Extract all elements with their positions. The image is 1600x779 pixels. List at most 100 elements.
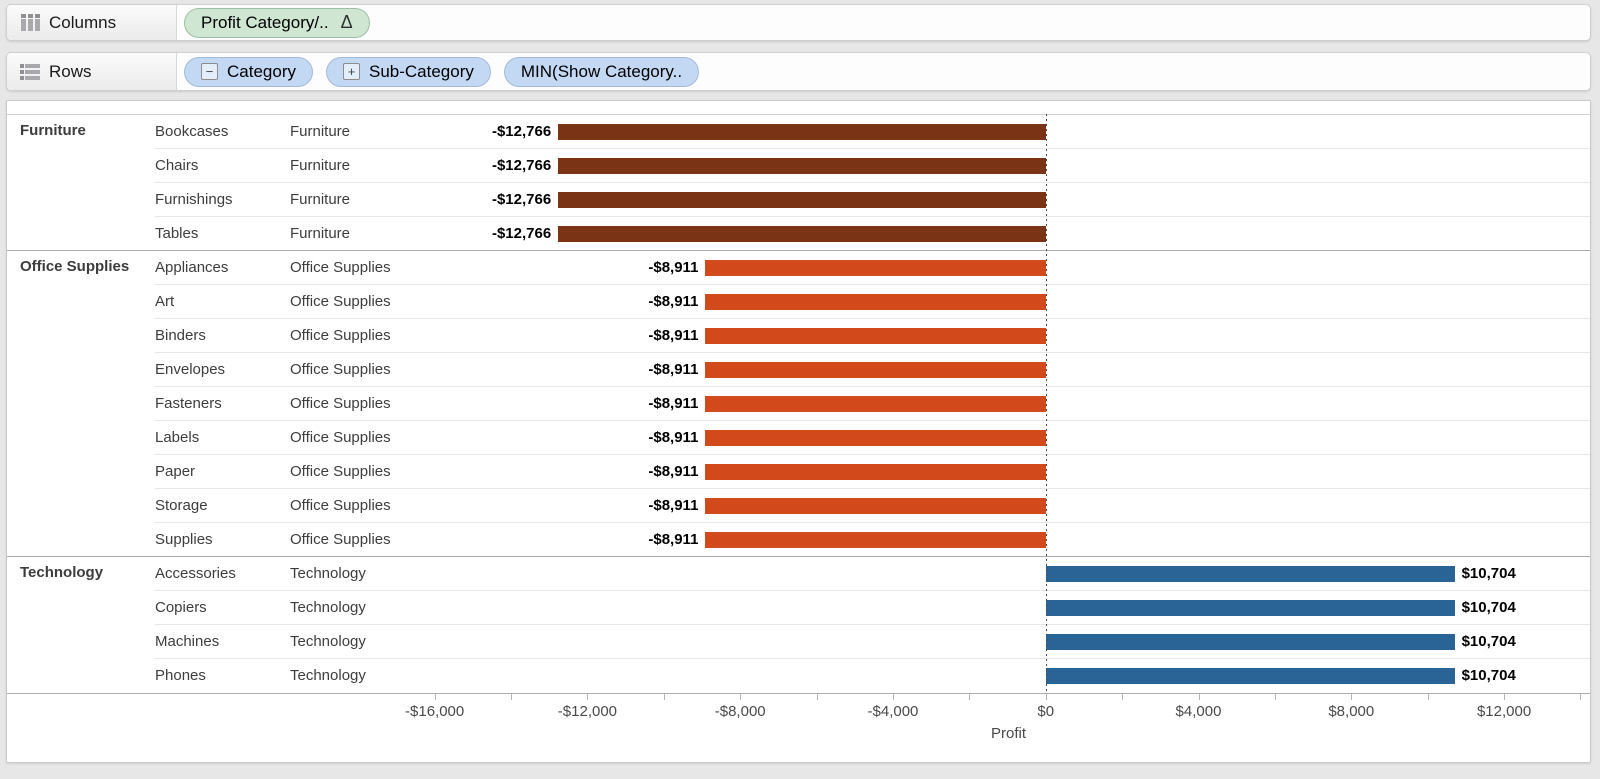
subcategory-label[interactable]: Storage (155, 489, 290, 523)
category-label[interactable]: Technology (290, 667, 366, 684)
profit-bar[interactable] (705, 532, 1046, 548)
value-label: -$8,911 (648, 395, 699, 412)
subcategory-label[interactable]: Paper (155, 455, 290, 489)
columns-shelf: Columns Profit Category/.. Δ (6, 4, 1591, 41)
subcategory-label[interactable]: Binders (155, 319, 290, 353)
category-header (7, 319, 155, 353)
pill-sub-category[interactable]: + Sub-Category (325, 56, 491, 87)
category-label[interactable]: Office Supplies (290, 421, 427, 455)
subcategory-label[interactable]: Bookcases (155, 115, 290, 149)
profit-bar[interactable] (705, 328, 1046, 344)
subcategory-label[interactable]: Fasteners (155, 387, 290, 421)
rows-shelf: Rows − Category + Sub-Category MIN(Show Cate… (6, 52, 1591, 91)
pill-profit-category[interactable]: Profit Category/.. Δ (184, 7, 370, 38)
columns-icon (20, 13, 40, 32)
table-row: Technology Accessories Technology $10,704 (7, 557, 1590, 591)
value-label: -$8,911 (648, 361, 699, 378)
category-header (7, 285, 155, 319)
bar-cell: -$8,911 (427, 489, 1590, 523)
axis-tick-label: $12,000 (1476, 703, 1532, 720)
bar-cell: $10,704 (427, 557, 1590, 591)
profit-bar[interactable] (1045, 566, 1455, 582)
pill-label: Sub-Category (368, 61, 474, 81)
subcategory-label[interactable]: Accessories (155, 557, 290, 591)
category-label[interactable]: Office Supplies (290, 489, 427, 523)
value-label: -$12,766 (491, 225, 552, 242)
axis-tick (587, 694, 589, 700)
category-label[interactable]: Office Supplies (290, 353, 427, 387)
profit-bar[interactable] (705, 464, 1046, 480)
profit-bar[interactable] (558, 158, 1046, 174)
bar-cell: -$8,911 (427, 523, 1590, 557)
delta-icon: Δ (340, 12, 353, 32)
subcategory-label[interactable]: Machines (155, 625, 290, 659)
axis-tick (892, 694, 894, 700)
category-label[interactable]: Furniture (290, 149, 427, 183)
pill-category[interactable]: − Category (184, 56, 313, 87)
axis-tick (969, 694, 971, 700)
pill-min-show-category[interactable]: MIN(Show Category.. (503, 56, 700, 87)
profit-bar[interactable] (705, 294, 1046, 310)
subcategory-label[interactable]: Labels (155, 421, 290, 455)
subcategory-label[interactable]: Art (155, 285, 290, 319)
rows-shelf-title: Rows (49, 61, 92, 81)
category-header (7, 625, 155, 659)
bar-cell: -$8,911 (427, 353, 1590, 387)
category-label[interactable]: Office Supplies (290, 523, 427, 557)
subcategory-label[interactable]: Copiers (155, 591, 290, 625)
value-label: -$12,766 (491, 123, 552, 140)
value-label: $10,704 (1461, 565, 1516, 582)
category-label[interactable]: Furniture (290, 217, 427, 251)
subcategory-label[interactable]: Phones (155, 667, 206, 684)
rows-shelf-label: Rows (7, 53, 177, 90)
profit-bar[interactable] (705, 396, 1046, 412)
bar-cell: -$12,766 (427, 149, 1590, 183)
category-label[interactable]: Technology (290, 625, 427, 659)
rows-icon (20, 62, 40, 81)
subcategory-label[interactable]: Chairs (155, 149, 290, 183)
axis-tick-label: -$12,000 (557, 703, 618, 720)
category-label[interactable]: Furniture (290, 183, 427, 217)
bar-cell: -$8,911 (427, 387, 1590, 421)
profit-bar[interactable] (1045, 668, 1455, 684)
category-header (7, 591, 155, 625)
category-header[interactable]: Technology (20, 564, 104, 581)
rows-shelf-field[interactable]: − Category + Sub-Category MIN(Show Category.… (177, 53, 1590, 90)
columns-shelf-field[interactable]: Profit Category/.. Δ (177, 5, 1590, 40)
category-header[interactable]: Office Supplies (20, 258, 130, 275)
category-label[interactable]: Office Supplies (290, 285, 427, 319)
profit-bar[interactable] (558, 226, 1046, 242)
category-header[interactable]: Furniture (20, 122, 86, 139)
category-label[interactable]: Technology (290, 591, 427, 625)
category-label[interactable]: Office Supplies (290, 387, 427, 421)
profit-bar[interactable] (558, 192, 1046, 208)
category-label[interactable]: Technology (290, 557, 427, 591)
subcategory-label[interactable]: Furnishings (155, 183, 290, 217)
worksheet-panel: Furniture Bookcases Furniture -$12,766 Chair… (6, 100, 1591, 763)
axis-tick-label: $8,000 (1328, 703, 1375, 720)
category-label[interactable]: Office Supplies (290, 455, 427, 489)
profit-bar[interactable] (705, 498, 1046, 514)
profit-bar[interactable] (1045, 600, 1455, 616)
collapse-icon[interactable]: − (201, 63, 218, 80)
subcategory-label[interactable]: Appliances (155, 251, 290, 285)
category-label[interactable]: Office Supplies (290, 319, 427, 353)
profit-bar[interactable] (705, 260, 1046, 276)
subcategory-label[interactable]: Tables (155, 217, 290, 251)
value-label: -$8,911 (648, 259, 699, 276)
category-label[interactable]: Office Supplies (290, 251, 427, 285)
table-row: Storage Office Supplies -$8,911 (7, 489, 1590, 523)
expand-icon[interactable]: + (342, 63, 360, 80)
profit-bar[interactable] (705, 430, 1046, 446)
profit-bar[interactable] (558, 124, 1046, 140)
bar-cell: $10,704 (427, 659, 1590, 693)
subcategory-label[interactable]: Envelopes (155, 353, 290, 387)
profit-bar[interactable] (1045, 634, 1455, 650)
category-label[interactable]: Furniture (290, 115, 427, 149)
category-header (7, 421, 155, 455)
profit-bar[interactable] (705, 362, 1046, 378)
axis-title-row: Profit (7, 725, 1590, 742)
profit-axis[interactable]: -$16,000 -$12,000 -$8,000 -$4,000 $0 $4,000 $8… (405, 694, 1590, 722)
axis-tick-label: $4,000 (1175, 703, 1222, 720)
subcategory-label[interactable]: Supplies (155, 523, 290, 557)
